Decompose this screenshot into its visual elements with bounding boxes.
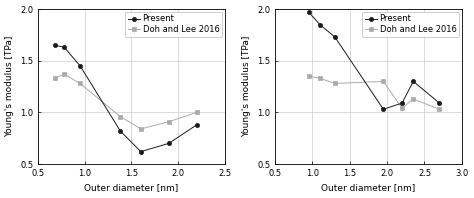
Present xyxy=(306,11,311,13)
Doh and Lee 2016 xyxy=(138,128,144,130)
Doh and Lee 2016 xyxy=(306,75,311,77)
Legend: Present, Doh and Lee 2016: Present, Doh and Lee 2016 xyxy=(125,11,222,37)
Present xyxy=(77,65,83,67)
Line: Present: Present xyxy=(53,43,199,154)
X-axis label: Outer diameter [nm]: Outer diameter [nm] xyxy=(321,183,416,192)
X-axis label: Outer diameter [nm]: Outer diameter [nm] xyxy=(84,183,179,192)
Doh and Lee 2016 xyxy=(52,77,58,79)
Present xyxy=(332,36,337,38)
Y-axis label: Young's modulus [TPa]: Young's modulus [TPa] xyxy=(6,36,15,137)
Doh and Lee 2016 xyxy=(317,77,323,79)
Line: Doh and Lee 2016: Doh and Lee 2016 xyxy=(53,72,199,131)
Doh and Lee 2016 xyxy=(381,80,386,83)
Doh and Lee 2016 xyxy=(399,107,405,109)
Doh and Lee 2016 xyxy=(118,115,123,118)
Doh and Lee 2016 xyxy=(332,82,337,85)
Doh and Lee 2016 xyxy=(77,82,83,85)
Present xyxy=(62,46,67,49)
Line: Doh and Lee 2016: Doh and Lee 2016 xyxy=(307,74,441,111)
Doh and Lee 2016 xyxy=(166,120,172,123)
Present xyxy=(194,124,200,126)
Doh and Lee 2016 xyxy=(194,111,200,114)
Present xyxy=(399,102,405,104)
Present xyxy=(138,150,144,153)
Line: Present: Present xyxy=(307,10,441,111)
Legend: Present, Doh and Lee 2016: Present, Doh and Lee 2016 xyxy=(362,11,459,37)
Doh and Lee 2016 xyxy=(62,73,67,75)
Present xyxy=(52,44,58,46)
Present xyxy=(381,108,386,110)
Present xyxy=(166,142,172,145)
Doh and Lee 2016 xyxy=(410,98,416,100)
Present xyxy=(118,130,123,132)
Doh and Lee 2016 xyxy=(437,108,442,110)
Present xyxy=(410,80,416,83)
Present xyxy=(437,102,442,104)
Present xyxy=(317,23,323,26)
Y-axis label: Young's modulus [TPa]: Young's modulus [TPa] xyxy=(243,36,252,137)
